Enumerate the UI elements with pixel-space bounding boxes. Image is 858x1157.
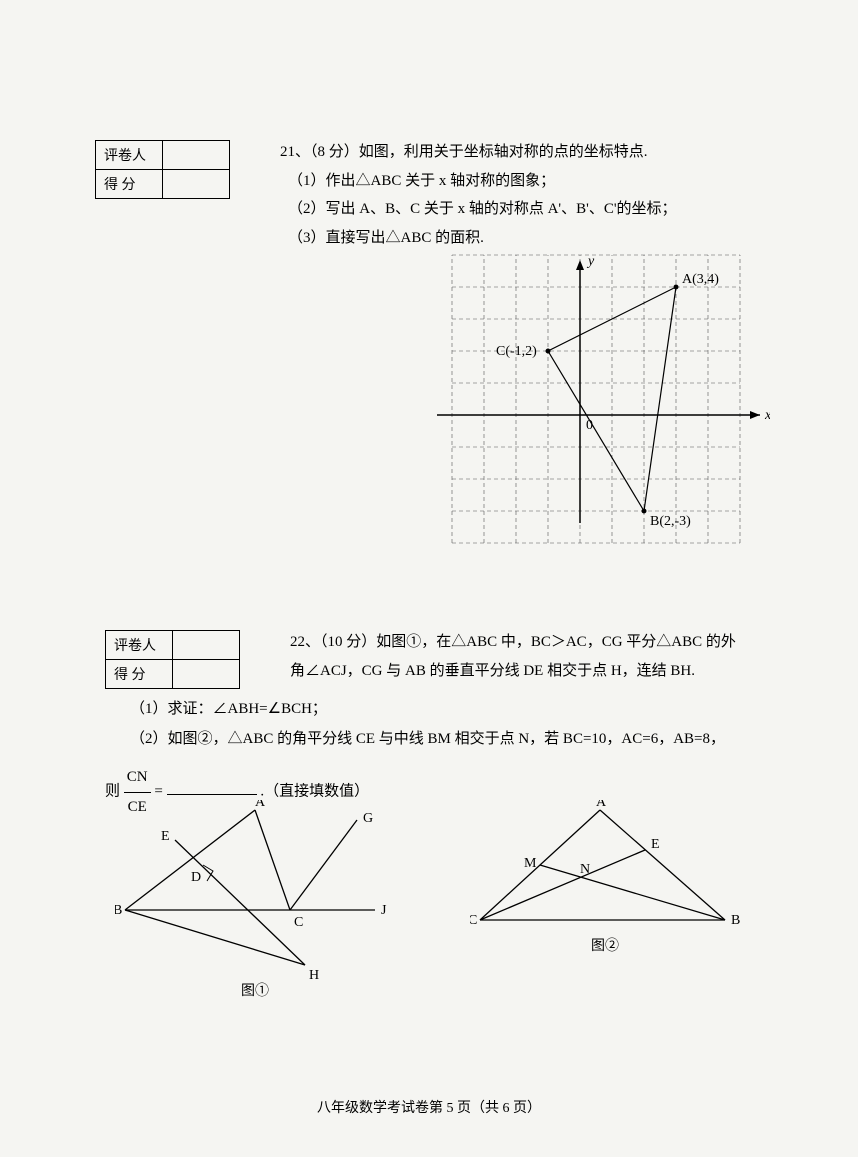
svg-text:x: x (764, 408, 770, 423)
svg-text:B(2,-3): B(2,-3) (650, 514, 691, 529)
svg-text:D: D (191, 870, 201, 885)
svg-text:A: A (255, 800, 266, 810)
q22-title-block: 22、（10 分）如图①，在△ABC 中，BC＞AC，CG 平分△ABC 的外 … (290, 628, 820, 685)
score-row-label: 得 分 (96, 170, 163, 199)
q22-sub2: （2）如图②，△ABC 的角平分线 CE 与中线 BM 相交于点 N，若 BC=… (130, 725, 830, 754)
q22-title: 22、（10 分）如图①，在△ABC 中，BC＞AC，CG 平分△ABC 的外 (290, 628, 820, 657)
q21-sub2: （2）写出 A、B、C 关于 x 轴的对称点 A'、B'、C'的坐标； (288, 195, 800, 224)
q22-sub1: （1）求证：∠ABH=∠BCH； (130, 695, 820, 724)
score-cell (173, 660, 240, 689)
score-cell (173, 631, 240, 660)
score-row-label: 得 分 (106, 660, 173, 689)
equals: = (154, 783, 166, 799)
svg-text:E: E (651, 837, 660, 852)
score-row-label: 评卷人 (106, 631, 173, 660)
svg-text:J: J (381, 903, 387, 918)
q21-figure: xy0A(3,4)B(2,-3)C(-1,2) (430, 245, 770, 585)
q21-title: 21、（8 分）如图，利用关于坐标轴对称的点的坐标特点. (280, 138, 800, 167)
score-cell (163, 141, 230, 170)
q22-figure-1: A B C E D G J H 图① (115, 800, 395, 1000)
page-footer: 八年级数学考试卷第 5 页（共 6 页） (0, 1097, 858, 1117)
q22-sub3-suffix: .（直接填数值） (260, 783, 369, 799)
score-table-q21: 评卷人 得 分 (95, 140, 230, 199)
svg-text:B: B (115, 903, 122, 918)
q21-text: 21、（8 分）如图，利用关于坐标轴对称的点的坐标特点. （1）作出△ABC 关… (280, 138, 800, 252)
q22-title2: 角∠ACJ，CG 与 AB 的垂直平分线 DE 相交于点 H，连结 BH. (290, 657, 820, 686)
svg-text:图②: 图② (591, 938, 619, 954)
svg-text:y: y (586, 254, 595, 269)
svg-text:B: B (731, 913, 740, 928)
svg-text:A(3,4): A(3,4) (682, 272, 719, 287)
svg-text:C(-1,2): C(-1,2) (496, 344, 537, 359)
svg-text:C: C (470, 913, 477, 928)
answer-blank[interactable] (167, 779, 257, 795)
score-row-label: 评卷人 (96, 141, 163, 170)
q22-figure-2: A C B M E N 图② (470, 800, 750, 970)
svg-text:C: C (294, 915, 303, 930)
frac-num: CN (124, 763, 151, 793)
svg-text:N: N (580, 862, 590, 877)
svg-text:H: H (309, 968, 319, 983)
q21-sub1: （1）作出△ABC 关于 x 轴对称的图象； (288, 167, 800, 196)
svg-text:A: A (596, 800, 607, 810)
svg-text:图①: 图① (241, 983, 269, 999)
svg-text:M: M (524, 856, 537, 871)
svg-text:E: E (161, 829, 170, 844)
score-table-q22: 评卷人 得 分 (105, 630, 240, 689)
svg-text:G: G (363, 811, 373, 826)
score-cell (163, 170, 230, 199)
q22-sub3-prefix: 则 (105, 783, 120, 799)
